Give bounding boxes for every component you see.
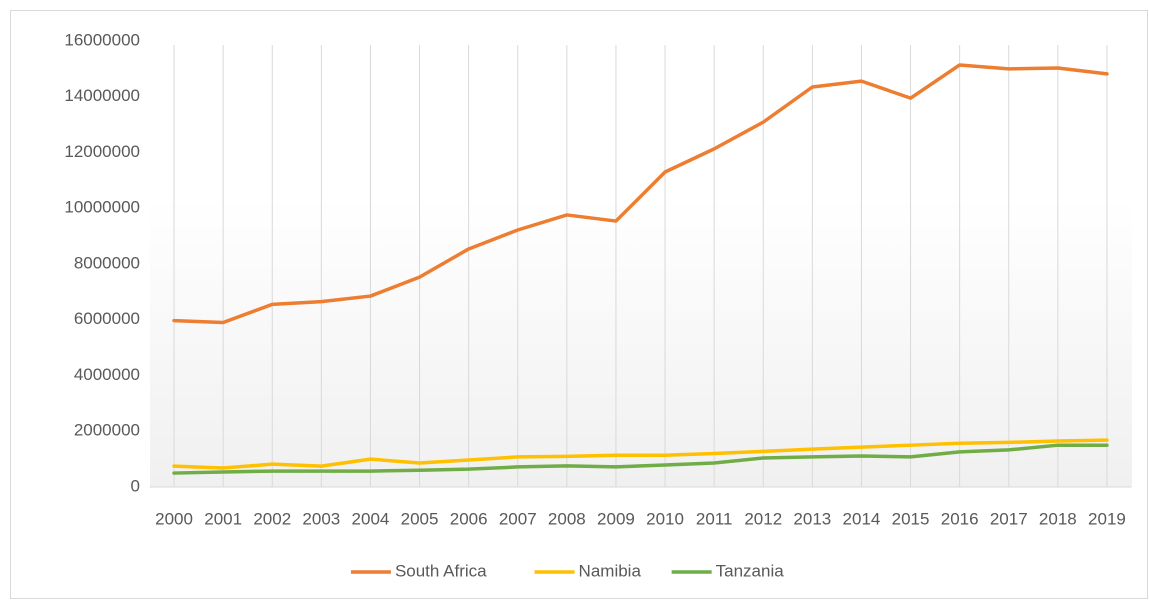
line-series <box>172 443 1109 475</box>
legend-label: Tanzania <box>716 561 785 580</box>
x-tick-label: 2018 <box>1039 509 1077 528</box>
line-series <box>172 63 1109 325</box>
x-tick-label: 2000 <box>155 509 193 528</box>
y-tick-label: 2000000 <box>74 421 140 440</box>
x-tick-label: 2016 <box>941 509 979 528</box>
y-tick-label: 12000000 <box>64 142 140 161</box>
y-tick-label: 4000000 <box>74 365 140 384</box>
y-tick-label: 10000000 <box>64 198 140 217</box>
x-tick-label: 2014 <box>843 509 881 528</box>
x-tick-label: 2002 <box>253 509 291 528</box>
y-tick-label: 8000000 <box>74 253 140 272</box>
x-tick-label: 2012 <box>744 509 782 528</box>
plot-background <box>150 41 1132 487</box>
x-tick-label: 2004 <box>352 509 390 528</box>
y-tick-label: 14000000 <box>64 86 140 105</box>
x-tick-label: 2010 <box>646 509 684 528</box>
legend-label: Namibia <box>579 561 642 580</box>
y-tick-label: 6000000 <box>74 309 140 328</box>
x-tick-label: 2011 <box>696 509 733 528</box>
x-tick-label: 2001 <box>204 509 242 528</box>
legend-label: South Africa <box>395 561 487 580</box>
x-tick-label: 2009 <box>597 509 635 528</box>
x-tick-label: 2008 <box>548 509 586 528</box>
x-tick-label: 2005 <box>401 509 439 528</box>
x-tick-label: 2007 <box>499 509 537 528</box>
x-tick-label: 2006 <box>450 509 488 528</box>
x-tick-label: 2019 <box>1088 509 1126 528</box>
y-tick-label: 0 <box>131 476 140 495</box>
x-tick-label: 2015 <box>892 509 930 528</box>
x-tick-label: 2003 <box>302 509 340 528</box>
y-tick-label: 16000000 <box>64 30 140 49</box>
x-tick-label: 2017 <box>990 509 1028 528</box>
line-series <box>172 438 1109 470</box>
x-tick-label: 2013 <box>793 509 831 528</box>
